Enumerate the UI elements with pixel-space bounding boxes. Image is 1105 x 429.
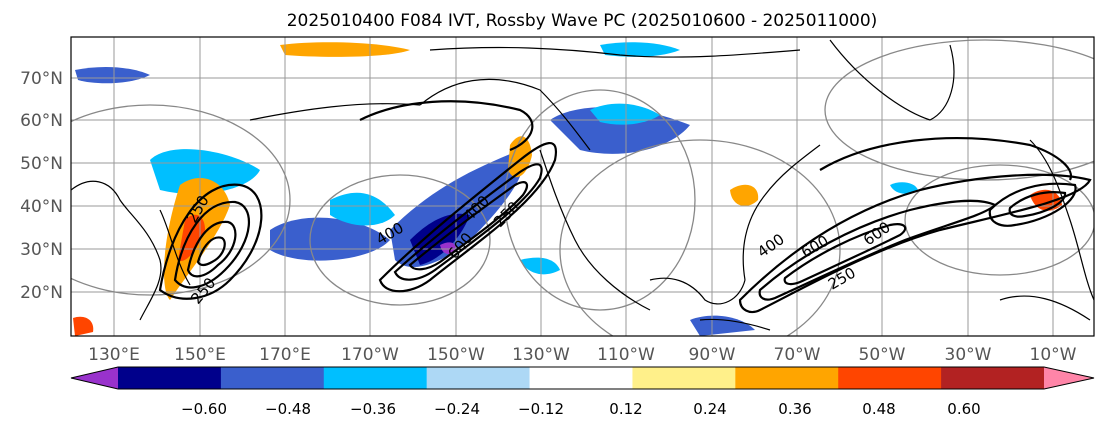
colorbar-tick-label: −0.12 xyxy=(518,400,564,418)
colorbar-tick-label: −0.36 xyxy=(350,400,396,418)
coastline-europe xyxy=(1029,139,1094,301)
map-frame xyxy=(70,36,1095,337)
ivt-contour-atlantic-mid xyxy=(758,199,997,301)
lat-label: 20°N xyxy=(20,283,63,303)
anomaly-patch-alaska xyxy=(590,103,660,125)
colorbar-tick-label: 0.48 xyxy=(862,400,895,418)
coastline-aleutians xyxy=(249,103,421,121)
colorbar-bin xyxy=(323,367,428,389)
anomaly-patch-caribbean xyxy=(690,315,755,336)
colorbar-bin xyxy=(529,367,633,389)
graticule xyxy=(71,37,1094,336)
lon-label: 90°W xyxy=(689,345,736,365)
latitude-labels: 70°N 60°N 50°N 40°N 30°N 20°N xyxy=(20,69,63,303)
ivt-contour-atlantic-outer xyxy=(738,173,1092,314)
map-title: 2025010400 F084 IVT, Rossby Wave PC (202… xyxy=(287,11,878,31)
colorbar-outline xyxy=(70,366,1095,390)
ivt-contour-atlantic-east xyxy=(988,182,1077,227)
ivt-contour-pacific-mid xyxy=(393,163,543,281)
colorbar-bins xyxy=(118,367,1045,389)
lat-label: 70°N xyxy=(20,69,63,89)
colorbar-tick-label: 0.12 xyxy=(609,400,642,418)
coastline-asia xyxy=(71,180,162,321)
colorbar-tick-label: 0.36 xyxy=(778,400,811,418)
lon-label: 170°E xyxy=(259,345,311,365)
anomaly-patch-arctic-blue xyxy=(75,67,150,84)
ivt-contour-north-pacific xyxy=(359,100,534,152)
coastlines xyxy=(71,39,1094,331)
colorbar-extend-high xyxy=(1044,367,1094,389)
ivt-contour-west-mid xyxy=(173,200,250,289)
colorbar-tick-label: −0.48 xyxy=(265,400,311,418)
coastline-north-america-west xyxy=(539,149,651,311)
coastline-caribbean xyxy=(699,318,771,331)
pc-shading xyxy=(73,42,1062,336)
colorbar-tick-label: 0.60 xyxy=(947,400,980,418)
longitude-labels: 130°E 150°E 170°E 170°W 150°W 130°W 110°… xyxy=(88,345,1077,365)
lon-label: 170°W xyxy=(341,345,399,365)
anomaly-patch-gulf-of-alaska xyxy=(550,107,690,154)
colorbar-bin xyxy=(220,367,325,389)
ivt-contour-atlantic-inner xyxy=(783,223,907,286)
anomaly-patch-arctic xyxy=(280,42,410,57)
anomaly-patch-north-pacific xyxy=(150,149,260,194)
anomaly-patch-pacific-east xyxy=(520,257,560,275)
ivt-contours xyxy=(158,100,1092,314)
ivt-contour-west-outer xyxy=(158,183,263,300)
colorbar-extend-low xyxy=(71,367,118,389)
colorbar-tick-label: 0.24 xyxy=(693,400,726,418)
colorbar-bin xyxy=(632,367,736,389)
coastline-east-us xyxy=(742,144,821,281)
colorbar: −0.60 −0.48 −0.36 −0.24 −0.12 0.12 0.24 … xyxy=(70,366,1095,418)
colorbar-bin xyxy=(118,367,222,389)
ivt-contour-pacific-inner xyxy=(408,181,529,271)
lon-label: 130°E xyxy=(88,345,140,365)
anomaly-patch-mid-atlantic xyxy=(890,182,918,194)
coastline-japan xyxy=(159,209,191,286)
anomaly-patch-canada xyxy=(508,136,532,178)
ivt-contour-west-inner xyxy=(186,220,237,278)
colorbar-tick-labels: −0.60 −0.48 −0.36 −0.24 −0.12 0.12 0.24 … xyxy=(181,400,981,418)
lon-label: 10°W xyxy=(1030,345,1077,365)
lat-label: 40°N xyxy=(20,197,63,217)
lon-label: 150°E xyxy=(174,345,226,365)
colorbar-bin xyxy=(838,367,942,389)
ivt-contour-atlantic-north xyxy=(819,137,1073,181)
anomaly-patch-central-pacific xyxy=(270,217,390,261)
anomaly-patch-purple xyxy=(440,242,456,254)
colorbar-tick-label: −0.24 xyxy=(434,400,480,418)
coastline-gulf xyxy=(649,277,746,305)
coastline-africa xyxy=(999,295,1091,321)
reference-rings xyxy=(71,39,1094,336)
map-area: 250 250 400 400 600 250 600 400 600 250 xyxy=(70,36,1095,337)
colorbar-bin xyxy=(941,367,1045,389)
lat-label: 60°N xyxy=(20,111,63,131)
lat-label: 50°N xyxy=(20,154,63,174)
lon-label: 70°W xyxy=(774,345,821,365)
lon-label: 130°W xyxy=(512,345,570,365)
colorbar-tick-label: −0.60 xyxy=(181,400,227,418)
colorbar-bin xyxy=(735,367,839,389)
ivt-contour-pacific-outer xyxy=(378,142,558,293)
anomaly-patch-east-pacific xyxy=(330,192,395,226)
lon-label: 110°W xyxy=(597,345,655,365)
lon-label: 50°W xyxy=(859,345,906,365)
coastline-arctic xyxy=(429,46,801,58)
lon-label: 150°W xyxy=(427,345,485,365)
ivt-contour-atlantic-east-inner xyxy=(1008,191,1067,218)
colorbar-bin xyxy=(426,367,531,389)
lat-label: 30°N xyxy=(20,240,63,260)
coastline-greenland xyxy=(829,39,955,121)
anomaly-patch-east-arctic xyxy=(600,42,680,57)
lon-label: 30°W xyxy=(945,345,992,365)
anomaly-patch-east-us xyxy=(730,184,759,206)
coastline-alaska xyxy=(419,78,591,151)
anomaly-patch-south-west xyxy=(73,316,94,336)
ivt-contour-west-core xyxy=(196,236,226,267)
